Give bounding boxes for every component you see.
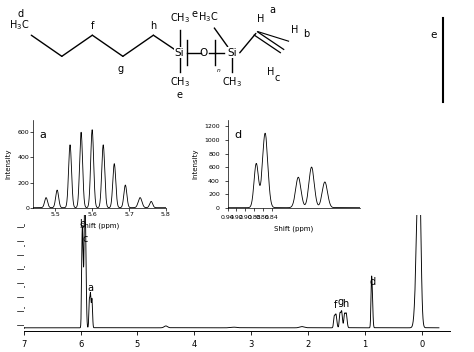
Text: CH$_3$: CH$_3$ <box>222 76 242 89</box>
Text: b: b <box>80 219 86 229</box>
Text: CH$_3$: CH$_3$ <box>170 12 190 25</box>
Text: $_n$: $_n$ <box>216 66 221 75</box>
Text: H: H <box>267 67 275 77</box>
Text: e: e <box>430 30 437 40</box>
Text: e: e <box>176 90 182 100</box>
Text: Si: Si <box>227 48 237 58</box>
Text: CH$_3$: CH$_3$ <box>170 76 190 89</box>
Text: d: d <box>234 130 241 140</box>
Text: f: f <box>334 300 337 310</box>
Text: g: g <box>118 64 124 74</box>
Text: H: H <box>257 14 265 24</box>
Text: O: O <box>200 48 208 58</box>
Text: a: a <box>40 130 47 140</box>
Text: h: h <box>343 299 349 309</box>
Y-axis label: Intensity: Intensity <box>6 149 12 179</box>
Text: d: d <box>18 10 23 19</box>
Text: a: a <box>269 5 275 15</box>
Text: d: d <box>369 277 375 287</box>
Text: g: g <box>337 297 344 307</box>
Y-axis label: Intensity: Intensity <box>193 149 199 179</box>
Text: a: a <box>87 283 93 293</box>
Text: h: h <box>150 21 156 31</box>
Text: c: c <box>83 233 88 244</box>
Text: f: f <box>91 21 94 31</box>
Text: H$_3$C: H$_3$C <box>9 18 29 32</box>
Text: e: e <box>192 10 198 19</box>
Text: c: c <box>275 73 280 83</box>
X-axis label: Shift (ppm): Shift (ppm) <box>274 226 313 232</box>
Text: b: b <box>303 29 309 39</box>
Text: H: H <box>292 25 299 35</box>
Text: H$_3$C: H$_3$C <box>198 10 218 24</box>
X-axis label: Shift (ppm): Shift (ppm) <box>80 222 119 229</box>
Text: Si: Si <box>175 48 184 58</box>
